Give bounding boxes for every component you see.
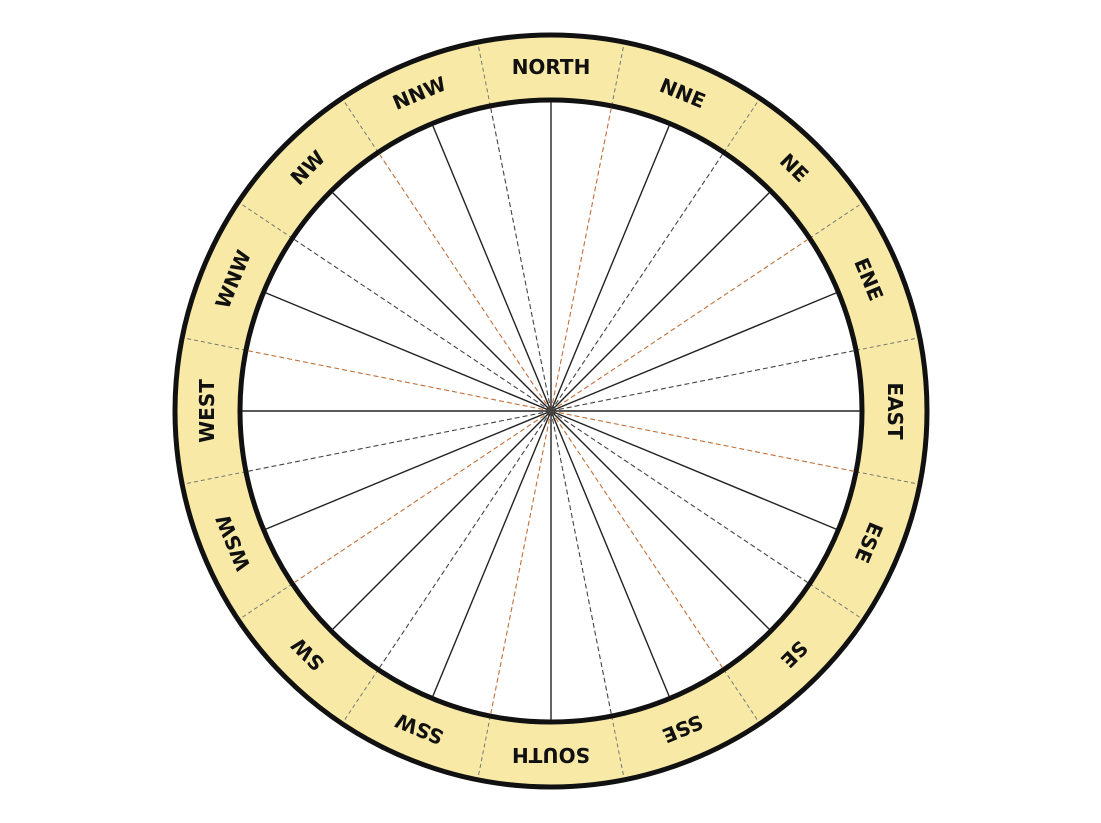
ring-sector-divider	[611, 715, 625, 780]
direction-ray	[550, 410, 837, 530]
intermediate-ray	[550, 410, 724, 669]
ring-sector-divider	[723, 98, 761, 153]
intermediate-ray	[550, 153, 724, 412]
ring-sector-divider	[855, 471, 920, 485]
intermediate-ray	[550, 410, 855, 472]
intermediate-ray	[550, 350, 855, 412]
center-point	[547, 407, 555, 415]
ring-sector-divider	[723, 669, 761, 724]
direction-ray	[550, 125, 670, 412]
direction-ray	[332, 192, 552, 412]
ring-sector-divider	[855, 337, 920, 351]
ring-sector-divider	[341, 98, 379, 153]
intermediate-ray	[550, 107, 612, 412]
inner-circle	[237, 97, 865, 725]
direction-ray	[265, 410, 552, 530]
intermediate-ray	[293, 410, 552, 584]
direction-ring	[172, 32, 930, 790]
label-west: WEST	[195, 379, 219, 443]
intermediate-ray	[378, 410, 552, 669]
label-north: NORTH	[512, 55, 591, 79]
intermediate-ray	[293, 238, 552, 412]
direction-ray	[550, 292, 837, 412]
intermediate-ray	[490, 410, 552, 715]
intermediate-ray	[490, 107, 552, 412]
ring-sector-divider	[238, 201, 293, 239]
ring-sector-divider	[477, 715, 491, 780]
direction-ray	[332, 410, 552, 630]
intermediate-ray	[378, 153, 552, 412]
direction-ray	[550, 410, 670, 697]
intermediate-ray	[247, 410, 552, 472]
label-south: SOUTH	[512, 743, 590, 767]
direction-ray	[265, 292, 552, 412]
ring-sector-divider	[238, 583, 293, 621]
direction-ray	[550, 410, 770, 630]
ring-sector-divider	[611, 42, 625, 107]
direction-ray	[432, 125, 552, 412]
intermediate-ray	[550, 410, 809, 584]
ring-sector-divider	[477, 42, 491, 107]
ring-sector-divider	[182, 471, 247, 485]
direction-ray	[550, 192, 770, 412]
direction-ray	[432, 410, 552, 697]
label-east: EAST	[883, 382, 907, 440]
ring-sector-divider	[182, 337, 247, 351]
ring-sector-divider	[341, 669, 379, 724]
intermediate-ray	[550, 238, 809, 412]
outer-circle	[172, 32, 930, 790]
intermediate-ray	[247, 350, 552, 412]
ring-sector-divider	[809, 201, 864, 239]
intermediate-ray	[550, 410, 612, 715]
compass-rays	[242, 102, 860, 720]
ring-sector-divider	[809, 583, 864, 621]
